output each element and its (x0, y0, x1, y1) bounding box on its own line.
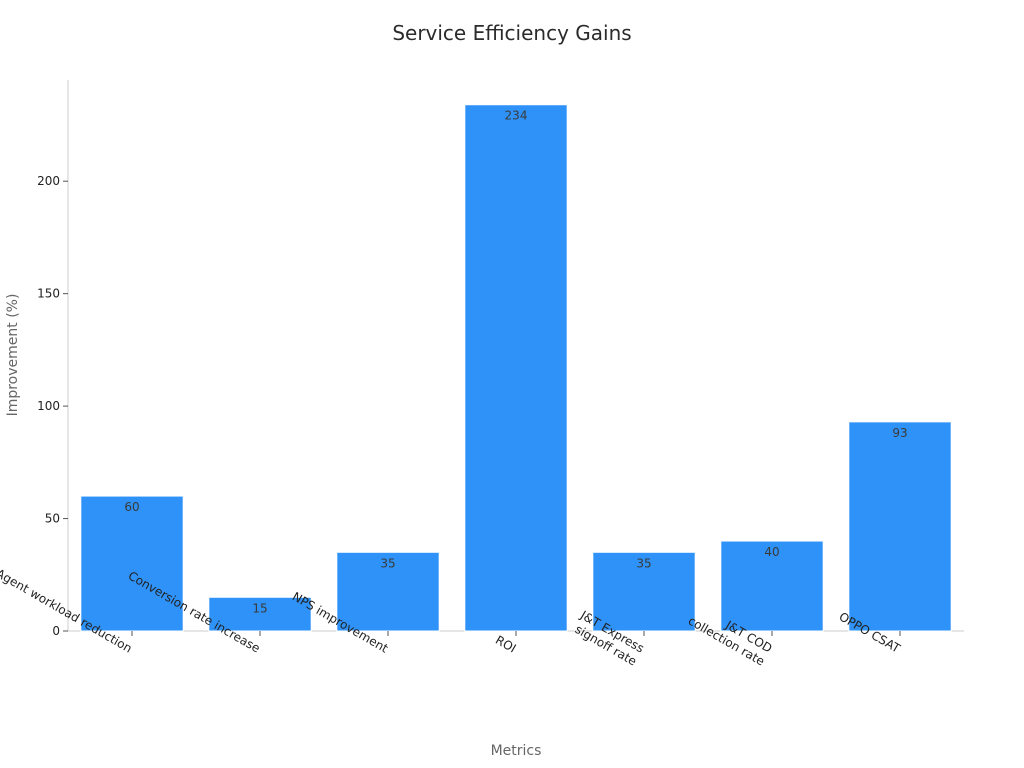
data-label: 60 (124, 500, 139, 514)
data-label: 40 (764, 545, 779, 559)
data-label: 35 (636, 556, 651, 570)
y-tick-label: 0 (52, 624, 60, 638)
bar (208, 596, 312, 632)
data-label: 35 (380, 556, 395, 570)
chart-title: Service Efficiency Gains (392, 21, 631, 45)
y-tick-label: 100 (37, 399, 60, 413)
y-axis-title: Improvement (%) (5, 294, 21, 417)
bar (80, 495, 184, 632)
data-label: 15 (252, 601, 267, 615)
bar (848, 421, 952, 632)
y-tick-label: 150 (37, 287, 60, 301)
x-axis-title: Metrics (491, 743, 542, 759)
bar (592, 551, 696, 632)
bar (336, 551, 440, 632)
y-tick-label: 200 (37, 174, 60, 188)
y-tick-label: 50 (45, 512, 60, 526)
data-label: 93 (892, 426, 907, 440)
bar (464, 104, 568, 632)
x-tick-label: ROI (493, 633, 518, 656)
data-label: 234 (505, 109, 528, 123)
bar (720, 540, 824, 632)
